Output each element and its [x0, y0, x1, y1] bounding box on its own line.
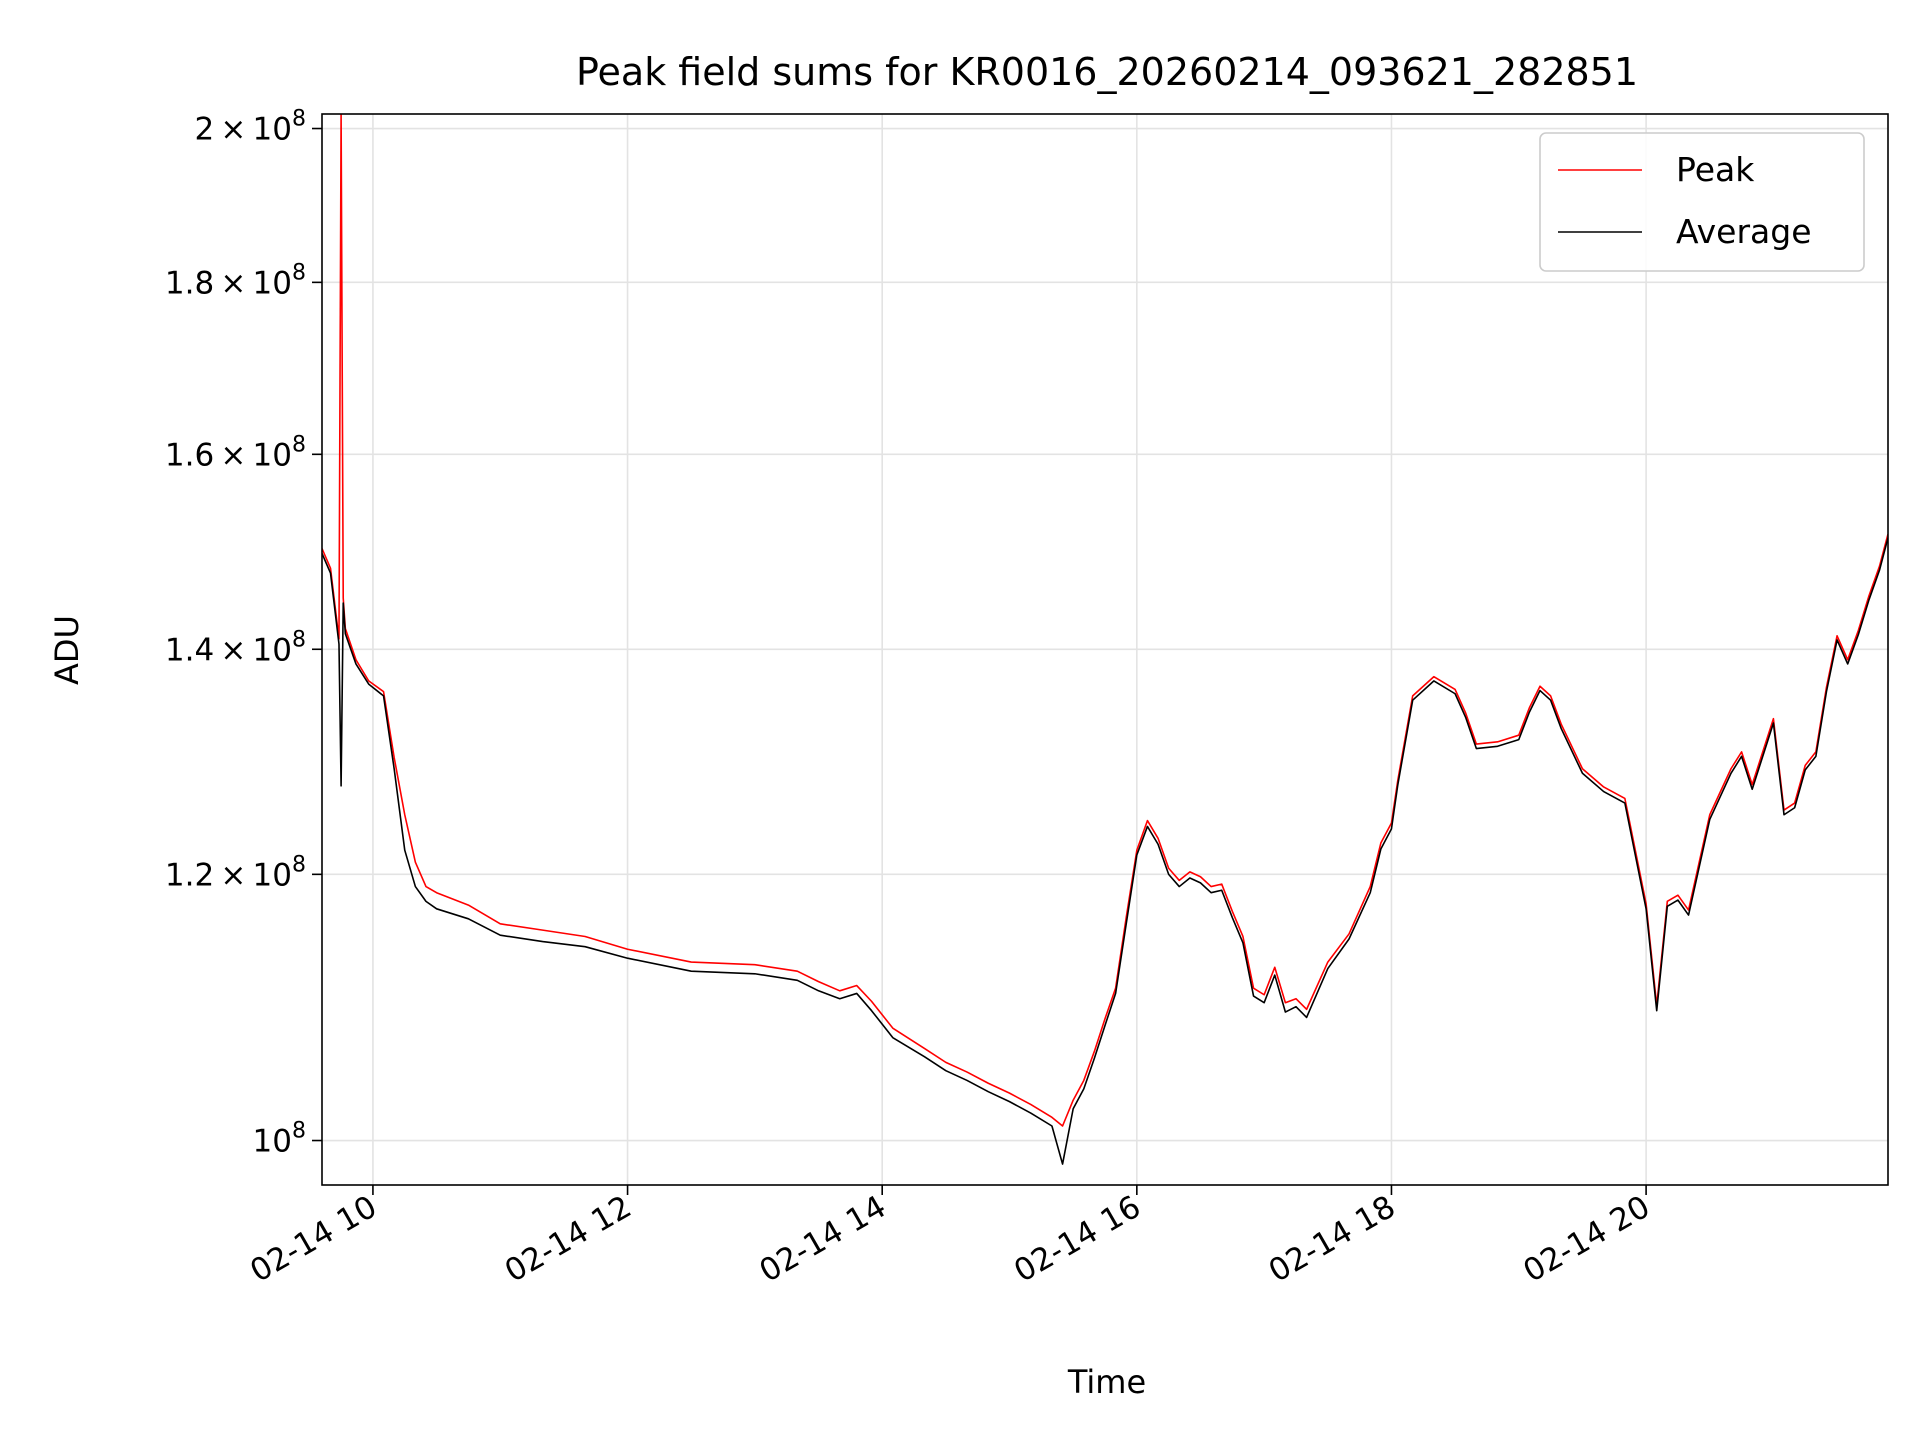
y-tick-label: 1.4 × 108 [165, 627, 306, 668]
y-tick-label: 2 × 108 [194, 107, 306, 148]
y-tick-base: 10 [253, 1124, 292, 1160]
y-tick-exponent: 8 [292, 107, 306, 132]
grid-layer [322, 114, 1888, 1185]
y-tick-mantissa: 1.2 [165, 857, 214, 893]
y-tick-base: 10 [253, 265, 292, 301]
y-tick-base: 10 [253, 112, 292, 148]
series-line-peak [322, 114, 1888, 1127]
y-tick-mantissa: 1.6 [165, 437, 214, 473]
y-tick-base: 10 [253, 857, 292, 893]
series-layer [322, 114, 1888, 1165]
x-axis-label: Time [1067, 1363, 1146, 1401]
y-tick-times: × [214, 265, 252, 301]
y-tick-exponent: 8 [292, 852, 306, 877]
chart-title: Peak field sums for KR0016_20260214_0936… [576, 50, 1638, 94]
y-tick-mantissa: 1.8 [165, 265, 214, 301]
y-tick-label: 108 [253, 1119, 306, 1160]
legend-box [1539, 132, 1865, 272]
y-tick-times: × [214, 632, 252, 668]
y-tick-mantissa: 2 [194, 112, 214, 148]
series-line-average [322, 537, 1888, 1165]
y-tick-label: 1.6 × 108 [165, 432, 306, 473]
y-tick-exponent: 8 [292, 627, 306, 652]
legend: Peak Average [1539, 132, 1865, 272]
legend-label-average: Average [1676, 212, 1812, 251]
y-tick-base: 10 [253, 632, 292, 668]
y-axis-label: ADU [48, 615, 86, 685]
y-tick-exponent: 8 [292, 1119, 306, 1144]
y-tick-times: × [214, 112, 252, 148]
y-tick-exponent: 8 [292, 432, 306, 457]
y-tick-exponent: 8 [292, 260, 306, 285]
y-tick-base: 10 [253, 437, 292, 473]
y-tick-label: 1.8 × 108 [165, 260, 306, 301]
y-tick-times: × [214, 857, 252, 893]
y-tick-times: × [214, 437, 252, 473]
y-tick-label: 1.2 × 108 [165, 852, 306, 893]
legend-label-peak: Peak [1676, 150, 1755, 189]
y-tick-mantissa: 1.4 [165, 632, 214, 668]
